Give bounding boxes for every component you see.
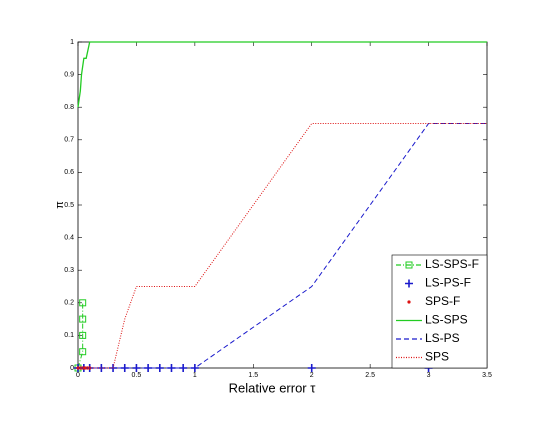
marker <box>79 348 87 356</box>
y-tick-label: 0.8 <box>64 104 74 111</box>
legend-label: LS-SPS <box>425 313 468 327</box>
legend-label: LS-PS <box>425 331 460 345</box>
y-tick-label: 0 <box>70 365 74 372</box>
y-tick-label: 0.3 <box>64 267 74 274</box>
x-tick-label: 2.5 <box>365 372 375 379</box>
legend-label: SPS <box>425 350 449 364</box>
legend: LS-SPS-F LS-PS-F SPS-F LS-SPS LS-PS SPS <box>391 254 488 369</box>
series-line <box>78 123 487 369</box>
x-tick-label: 3 <box>427 372 431 379</box>
y-tick-label: 0.5 <box>64 202 74 209</box>
marker <box>79 315 87 323</box>
y-tick-label: 0.1 <box>64 332 74 339</box>
x-tick-label: 3.5 <box>482 372 492 379</box>
legend-label: LS-SPS-F <box>425 257 479 271</box>
y-tick-label: 0.9 <box>64 71 74 78</box>
legend-label: SPS-F <box>425 294 460 308</box>
x-tick-label: 0 <box>76 372 80 379</box>
marker <box>405 261 413 269</box>
series-line <box>77 41 487 108</box>
marker <box>79 299 87 307</box>
x-tick-label: 2 <box>310 372 314 379</box>
y-axis-label: π <box>54 201 66 209</box>
marker <box>407 300 411 304</box>
marker <box>83 366 87 370</box>
x-tick-label: 0.5 <box>132 372 142 379</box>
y-tick-label: 0.6 <box>64 169 74 176</box>
y-tick-label: 1 <box>70 39 74 46</box>
marker <box>79 331 87 339</box>
marker <box>307 364 316 372</box>
legend-box <box>391 254 488 369</box>
y-tick-label: 0.4 <box>64 234 74 241</box>
y-tick-label: 0.2 <box>64 300 74 307</box>
marker <box>405 279 413 288</box>
series-line <box>78 123 487 369</box>
series-line <box>77 302 84 369</box>
y-tick-label: 0.7 <box>64 137 74 144</box>
x-axis-label: Relative error τ <box>229 380 317 395</box>
x-tick-label: 1 <box>193 372 197 379</box>
legend-label: LS-PS-F <box>425 276 471 290</box>
x-tick-label: 1.5 <box>248 372 258 379</box>
